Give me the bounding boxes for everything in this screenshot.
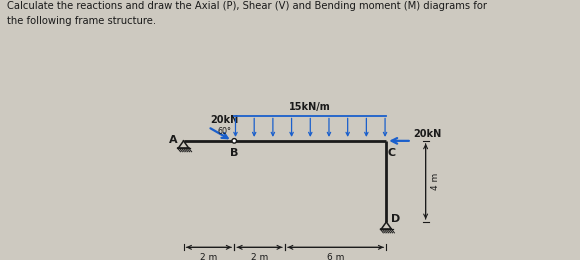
Circle shape [232, 139, 237, 143]
Text: C: C [387, 148, 396, 158]
Text: the following frame structure.: the following frame structure. [7, 16, 156, 25]
Text: 4 m: 4 m [431, 173, 440, 190]
Text: 20kN: 20kN [210, 115, 238, 125]
Text: B: B [230, 148, 238, 158]
Text: 15kN/m: 15kN/m [289, 102, 331, 112]
Text: A: A [169, 135, 178, 145]
Text: 20kN: 20kN [414, 129, 442, 139]
Text: 6 m: 6 m [327, 253, 345, 260]
Text: Calculate the reactions and draw the Axial (P), Shear (V) and Bending moment (M): Calculate the reactions and draw the Axi… [7, 1, 487, 11]
Text: D: D [391, 214, 400, 224]
Text: 2 m: 2 m [251, 253, 268, 260]
Text: 2 m: 2 m [200, 253, 218, 260]
Text: 60°: 60° [218, 127, 231, 136]
